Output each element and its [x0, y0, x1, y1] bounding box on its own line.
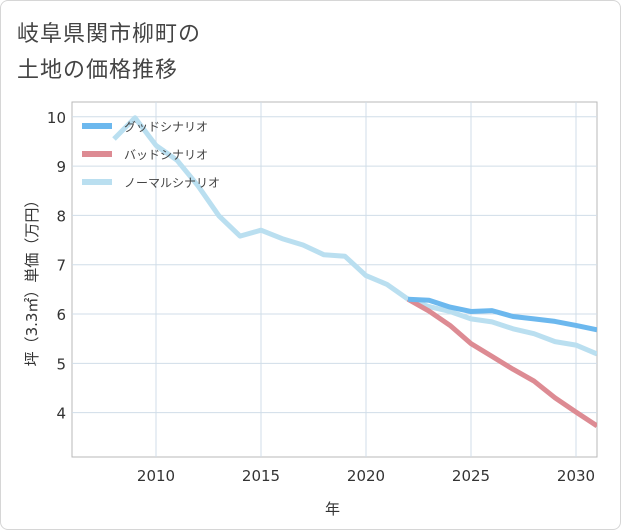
- x-tick-label: 2010: [137, 467, 175, 485]
- x-tick-label: 2015: [242, 467, 280, 485]
- x-axis-title: 年: [325, 500, 340, 518]
- legend-label-1: バッドシナリオ: [124, 148, 208, 162]
- y-tick-label: 10: [47, 109, 66, 127]
- y-tick-label: 5: [56, 355, 66, 373]
- y-tick-label: 9: [56, 158, 66, 176]
- y-tick-label: 6: [56, 306, 66, 324]
- y-tick-label: 4: [56, 405, 66, 423]
- title-line-2: 土地の価格推移: [17, 58, 179, 83]
- legend-label-2: ノーマルシナリオ: [124, 176, 220, 190]
- x-tick-label: 2020: [347, 467, 385, 485]
- x-tick-label: 2030: [557, 467, 595, 485]
- plot-area: [71, 101, 598, 458]
- series-line-0: [407, 296, 597, 333]
- y-tick-label: 8: [56, 207, 66, 225]
- title-line-1: 岐阜県関市柳町の: [17, 22, 202, 47]
- series-line-1: [406, 297, 597, 428]
- y-tick-label: 7: [56, 257, 66, 275]
- chart-title: 岐阜県関市柳町の 土地の価格推移: [17, 17, 201, 89]
- series-line-2: [112, 115, 597, 357]
- legend-label-0: グッドシナリオ: [124, 120, 208, 134]
- x-tick-label: 2025: [452, 467, 490, 485]
- y-axis-title: 坪（3.3㎡）単価（万円）: [23, 193, 41, 367]
